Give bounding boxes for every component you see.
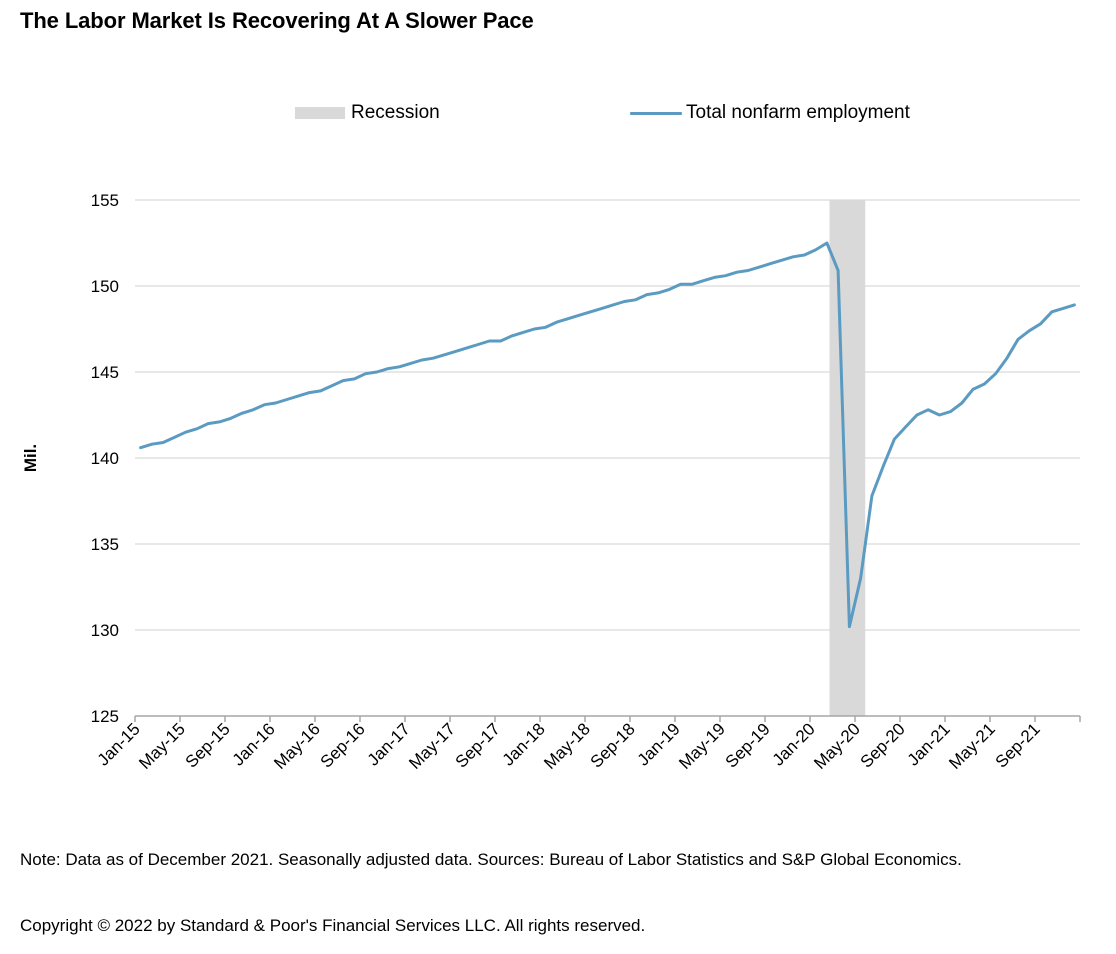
x-tick-label: Sep-20 — [857, 719, 909, 771]
legend-label-employment: Total nonfarm employment — [686, 102, 910, 123]
x-tick-label: Jan-19 — [634, 719, 684, 769]
x-tick-label: Jan-20 — [769, 719, 819, 769]
y-tick-labels: 125 130 135 140 145 150 155 — [91, 191, 119, 726]
line-swatch-icon — [630, 111, 682, 115]
legend-item-employment: Total nonfarm employment — [630, 102, 910, 124]
legend-item-recession: Recession — [295, 102, 440, 124]
y-tick-label: 140 — [91, 449, 119, 468]
x-tick-label: May-21 — [945, 719, 999, 773]
x-tick-label: Sep-16 — [317, 719, 369, 771]
x-tick-label: Sep-19 — [722, 719, 774, 771]
y-tick-label: 150 — [91, 277, 119, 296]
source-note: Note: Data as of December 2021. Seasonal… — [20, 850, 962, 869]
y-tick-label: 130 — [91, 621, 119, 640]
y-tick-label: 125 — [91, 707, 119, 726]
chart-title: The Labor Market Is Recovering At A Slow… — [20, 8, 534, 33]
x-tick-label: Sep-21 — [992, 719, 1044, 771]
recession-band — [829, 200, 866, 716]
y-axis-label: Mil. — [21, 444, 40, 472]
x-tick-label: Sep-15 — [182, 719, 234, 771]
x-tick-label: Sep-18 — [587, 719, 639, 771]
series-line-total-nonfarm-employment — [139, 241, 1076, 629]
legend-label-recession: Recession — [351, 102, 440, 123]
recession-bands — [829, 200, 866, 716]
y-tick-label: 145 — [91, 363, 119, 382]
series-layer — [139, 241, 1076, 629]
x-tick-label: May-20 — [810, 719, 864, 773]
x-tick-label: Jan-18 — [499, 719, 549, 769]
y-tick-label: 135 — [91, 535, 119, 554]
x-tick-label: May-16 — [270, 719, 324, 773]
y-tick-label: 155 — [91, 191, 119, 210]
x-tick-label: Jan-21 — [904, 719, 954, 769]
gridlines — [135, 199, 1080, 631]
x-tick-label: Sep-17 — [452, 719, 504, 771]
x-tick-label: Jan-16 — [229, 719, 279, 769]
copyright-notice: Copyright © 2022 by Standard & Poor's Fi… — [20, 916, 646, 935]
x-tick-label: Jan-17 — [364, 719, 414, 769]
x-tick-labels: Jan-15May-15Sep-15Jan-16May-16Sep-16Jan-… — [94, 719, 1044, 773]
line-chart: 125 130 135 140 145 150 155 Jan-15May-15Sep-15… — [21, 191, 1081, 773]
x-tick-label: May-19 — [675, 719, 729, 773]
x-tick-label: May-15 — [135, 719, 189, 773]
x-tick-label: May-17 — [405, 719, 459, 773]
recession-swatch-icon — [295, 107, 345, 119]
x-tick-label: Jan-15 — [94, 719, 144, 769]
axes — [134, 715, 1081, 722]
x-tick-label: May-18 — [540, 719, 594, 773]
